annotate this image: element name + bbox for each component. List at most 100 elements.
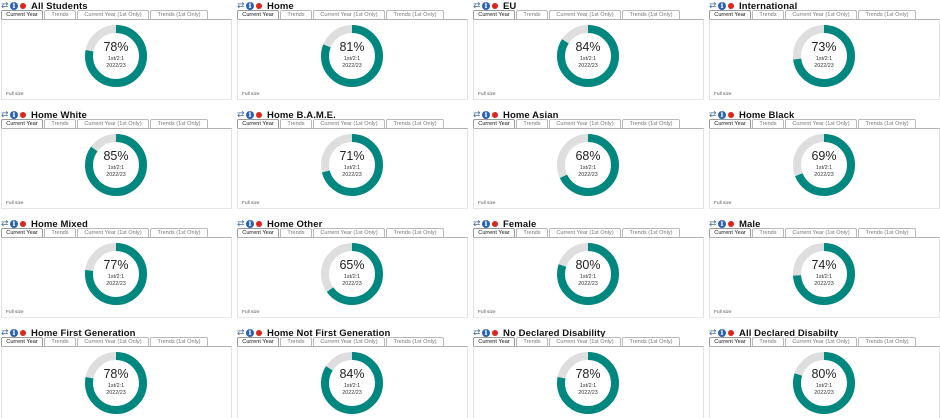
full-size-link[interactable]: Full size: [714, 92, 732, 97]
tab-trends[interactable]: Trends: [516, 337, 548, 347]
info-icon[interactable]: i: [482, 220, 490, 228]
tab-current-year-1st-only[interactable]: Current Year (1st Only): [313, 337, 385, 347]
refresh-icon[interactable]: ⇄: [1, 109, 9, 120]
tab-current-year-1st-only[interactable]: Current Year (1st Only): [77, 119, 149, 129]
info-icon[interactable]: i: [246, 111, 254, 119]
tab-trends[interactable]: Trends: [44, 337, 76, 347]
tab-trends-1st-only[interactable]: Trends (1st Only): [386, 10, 444, 20]
tab-current-year-1st-only[interactable]: Current Year (1st Only): [785, 337, 857, 347]
refresh-icon[interactable]: ⇄: [237, 218, 245, 229]
refresh-icon[interactable]: ⇄: [709, 218, 717, 229]
tab-current-year-1st-only[interactable]: Current Year (1st Only): [785, 10, 857, 20]
tab-current-year-1st-only[interactable]: Current Year (1st Only): [313, 10, 385, 20]
tab-current-year[interactable]: Current Year: [473, 337, 515, 347]
full-size-link[interactable]: Full size: [478, 201, 496, 206]
tab-trends-1st-only[interactable]: Trends (1st Only): [858, 228, 916, 238]
tab-trends-1st-only[interactable]: Trends (1st Only): [150, 337, 208, 347]
tab-trends-1st-only[interactable]: Trends (1st Only): [386, 337, 444, 347]
info-icon[interactable]: i: [718, 2, 726, 10]
tab-current-year-1st-only[interactable]: Current Year (1st Only): [549, 119, 621, 129]
refresh-icon[interactable]: ⇄: [237, 0, 245, 11]
tab-trends[interactable]: Trends: [752, 10, 784, 20]
info-icon[interactable]: i: [10, 220, 18, 228]
tab-trends[interactable]: Trends: [44, 10, 76, 20]
tab-current-year-1st-only[interactable]: Current Year (1st Only): [549, 337, 621, 347]
tab-trends[interactable]: Trends: [280, 10, 312, 20]
tab-trends-1st-only[interactable]: Trends (1st Only): [622, 337, 680, 347]
tab-trends[interactable]: Trends: [280, 337, 312, 347]
refresh-icon[interactable]: ⇄: [237, 327, 245, 338]
refresh-icon[interactable]: ⇄: [237, 109, 245, 120]
refresh-icon[interactable]: ⇄: [473, 109, 481, 120]
tab-trends-1st-only[interactable]: Trends (1st Only): [858, 337, 916, 347]
tab-trends[interactable]: Trends: [752, 337, 784, 347]
full-size-link[interactable]: Full size: [6, 92, 24, 97]
tab-trends-1st-only[interactable]: Trends (1st Only): [150, 10, 208, 20]
refresh-icon[interactable]: ⇄: [1, 0, 9, 11]
info-icon[interactable]: i: [718, 329, 726, 337]
tab-trends-1st-only[interactable]: Trends (1st Only): [622, 10, 680, 20]
tab-trends-1st-only[interactable]: Trends (1st Only): [622, 119, 680, 129]
refresh-icon[interactable]: ⇄: [473, 327, 481, 338]
tab-current-year[interactable]: Current Year: [1, 228, 43, 238]
tab-current-year-1st-only[interactable]: Current Year (1st Only): [77, 337, 149, 347]
full-size-link[interactable]: Full size: [242, 92, 260, 97]
refresh-icon[interactable]: ⇄: [473, 0, 481, 11]
refresh-icon[interactable]: ⇄: [709, 327, 717, 338]
tab-trends[interactable]: Trends: [44, 228, 76, 238]
tab-trends-1st-only[interactable]: Trends (1st Only): [150, 228, 208, 238]
refresh-icon[interactable]: ⇄: [709, 109, 717, 120]
info-icon[interactable]: i: [482, 111, 490, 119]
info-icon[interactable]: i: [482, 2, 490, 10]
tab-trends-1st-only[interactable]: Trends (1st Only): [386, 119, 444, 129]
tab-current-year-1st-only[interactable]: Current Year (1st Only): [313, 228, 385, 238]
tab-current-year-1st-only[interactable]: Current Year (1st Only): [77, 228, 149, 238]
tab-current-year[interactable]: Current Year: [473, 228, 515, 238]
tab-trends-1st-only[interactable]: Trends (1st Only): [150, 119, 208, 129]
info-icon[interactable]: i: [718, 111, 726, 119]
tab-current-year[interactable]: Current Year: [237, 228, 279, 238]
full-size-link[interactable]: Full size: [478, 92, 496, 97]
tab-trends[interactable]: Trends: [516, 228, 548, 238]
tab-current-year[interactable]: Current Year: [237, 337, 279, 347]
tab-current-year-1st-only[interactable]: Current Year (1st Only): [785, 119, 857, 129]
info-icon[interactable]: i: [246, 220, 254, 228]
tab-current-year-1st-only[interactable]: Current Year (1st Only): [549, 228, 621, 238]
full-size-link[interactable]: Full size: [242, 201, 260, 206]
tab-current-year[interactable]: Current Year: [709, 337, 751, 347]
tab-current-year[interactable]: Current Year: [709, 228, 751, 238]
tab-current-year[interactable]: Current Year: [237, 119, 279, 129]
tab-current-year[interactable]: Current Year: [1, 10, 43, 20]
tab-trends-1st-only[interactable]: Trends (1st Only): [622, 228, 680, 238]
tab-current-year[interactable]: Current Year: [473, 10, 515, 20]
full-size-link[interactable]: Full size: [478, 310, 496, 315]
full-size-link[interactable]: Full size: [714, 201, 732, 206]
tab-trends-1st-only[interactable]: Trends (1st Only): [386, 228, 444, 238]
info-icon[interactable]: i: [246, 2, 254, 10]
tab-trends[interactable]: Trends: [752, 228, 784, 238]
info-icon[interactable]: i: [10, 329, 18, 337]
info-icon[interactable]: i: [718, 220, 726, 228]
tab-trends-1st-only[interactable]: Trends (1st Only): [858, 119, 916, 129]
tab-current-year-1st-only[interactable]: Current Year (1st Only): [77, 10, 149, 20]
tab-current-year-1st-only[interactable]: Current Year (1st Only): [313, 119, 385, 129]
info-icon[interactable]: i: [246, 329, 254, 337]
full-size-link[interactable]: Full size: [714, 310, 732, 315]
refresh-icon[interactable]: ⇄: [473, 218, 481, 229]
tab-current-year-1st-only[interactable]: Current Year (1st Only): [785, 228, 857, 238]
full-size-link[interactable]: Full size: [242, 310, 260, 315]
tab-current-year[interactable]: Current Year: [1, 119, 43, 129]
tab-trends[interactable]: Trends: [516, 119, 548, 129]
full-size-link[interactable]: Full size: [6, 201, 24, 206]
tab-current-year[interactable]: Current Year: [709, 10, 751, 20]
tab-current-year-1st-only[interactable]: Current Year (1st Only): [549, 10, 621, 20]
refresh-icon[interactable]: ⇄: [709, 0, 717, 11]
tab-current-year[interactable]: Current Year: [237, 10, 279, 20]
tab-trends[interactable]: Trends: [752, 119, 784, 129]
info-icon[interactable]: i: [10, 2, 18, 10]
tab-current-year[interactable]: Current Year: [1, 337, 43, 347]
tab-trends[interactable]: Trends: [280, 228, 312, 238]
info-icon[interactable]: i: [10, 111, 18, 119]
refresh-icon[interactable]: ⇄: [1, 218, 9, 229]
tab-trends[interactable]: Trends: [280, 119, 312, 129]
